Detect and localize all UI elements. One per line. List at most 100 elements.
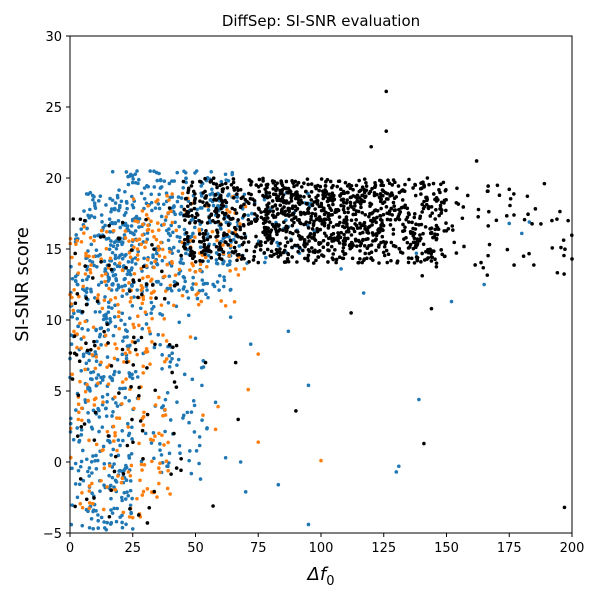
data-point xyxy=(150,459,154,464)
data-point xyxy=(312,233,316,238)
data-point xyxy=(389,258,393,263)
data-point xyxy=(234,240,238,245)
data-point xyxy=(98,310,102,314)
data-point xyxy=(128,473,133,478)
data-point xyxy=(450,224,455,228)
data-point xyxy=(335,235,340,239)
data-point xyxy=(76,324,80,329)
data-point xyxy=(121,438,125,443)
data-point xyxy=(485,273,490,277)
data-point xyxy=(70,372,75,377)
data-point xyxy=(182,227,187,232)
data-point xyxy=(94,442,99,447)
data-point xyxy=(178,451,182,456)
data-point xyxy=(217,247,221,252)
x-tick-label: 50 xyxy=(187,541,204,556)
data-point xyxy=(150,340,154,344)
data-point xyxy=(94,396,98,401)
data-point xyxy=(391,227,396,232)
data-point xyxy=(391,178,396,182)
data-point xyxy=(219,299,224,303)
data-point xyxy=(235,192,239,196)
data-point xyxy=(70,466,74,471)
data-point xyxy=(120,520,124,525)
data-point xyxy=(420,202,424,207)
data-point xyxy=(142,256,146,261)
data-point xyxy=(266,205,270,209)
data-point xyxy=(176,195,181,199)
data-point xyxy=(213,427,218,432)
data-point xyxy=(330,197,335,201)
data-point xyxy=(413,182,417,187)
data-point xyxy=(96,381,100,386)
data-point xyxy=(123,283,127,288)
data-point xyxy=(130,304,135,308)
data-point xyxy=(252,199,257,203)
data-point xyxy=(198,258,202,263)
data-point xyxy=(237,252,241,257)
data-point xyxy=(149,219,153,224)
data-point xyxy=(432,192,436,196)
data-point xyxy=(362,190,367,195)
data-point xyxy=(93,310,98,314)
data-point xyxy=(108,243,113,247)
data-point xyxy=(243,235,248,240)
data-point xyxy=(215,230,220,235)
data-point xyxy=(384,248,389,253)
data-point xyxy=(130,496,134,501)
data-point xyxy=(196,302,201,307)
data-point xyxy=(326,223,331,228)
data-point xyxy=(337,215,342,219)
data-point xyxy=(76,402,81,407)
data-point xyxy=(142,186,147,190)
data-point xyxy=(381,183,386,188)
data-point xyxy=(149,311,153,315)
data-point xyxy=(365,228,370,233)
data-point xyxy=(424,195,428,200)
data-point xyxy=(271,187,276,191)
data-point xyxy=(186,239,190,244)
data-point xyxy=(351,187,355,192)
data-point xyxy=(105,392,110,397)
data-point xyxy=(90,193,95,198)
data-point xyxy=(438,203,443,208)
data-point xyxy=(82,335,86,339)
data-point xyxy=(84,507,89,512)
data-point xyxy=(112,506,116,511)
data-point xyxy=(140,428,145,433)
data-point xyxy=(163,255,167,260)
data-point xyxy=(77,482,82,487)
data-point xyxy=(393,217,398,222)
data-point xyxy=(116,474,120,478)
data-point xyxy=(533,207,538,211)
data-point xyxy=(178,261,183,265)
data-point xyxy=(100,273,104,278)
data-point xyxy=(299,237,303,241)
data-point xyxy=(232,300,237,304)
data-point xyxy=(139,242,144,247)
data-point xyxy=(313,212,318,216)
data-point xyxy=(183,170,188,175)
data-point xyxy=(201,282,206,286)
data-point xyxy=(221,260,226,264)
data-point xyxy=(428,231,433,235)
data-point xyxy=(195,296,200,301)
data-point xyxy=(233,360,238,365)
data-point xyxy=(274,196,279,200)
data-point xyxy=(89,263,93,267)
data-point xyxy=(120,294,125,299)
data-point xyxy=(100,425,105,429)
data-point xyxy=(346,190,350,195)
data-point xyxy=(238,225,242,229)
data-point xyxy=(100,448,104,453)
data-point xyxy=(342,252,347,256)
data-point xyxy=(249,183,253,187)
data-point xyxy=(113,201,118,205)
data-point xyxy=(364,184,369,188)
data-point xyxy=(138,306,143,311)
data-point xyxy=(227,253,232,258)
data-point xyxy=(164,459,169,464)
data-point xyxy=(326,248,330,252)
data-point xyxy=(271,181,276,185)
data-point xyxy=(108,230,112,234)
